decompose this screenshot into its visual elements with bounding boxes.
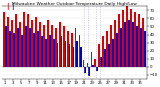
Bar [41, 36, 43, 67]
Bar [33, 33, 35, 67]
Bar [43, 25, 45, 67]
Bar [17, 28, 19, 67]
Bar [108, 44, 110, 67]
Bar [96, 67, 98, 71]
Bar [49, 35, 51, 67]
Bar [134, 12, 136, 67]
Bar [13, 33, 15, 67]
Bar [51, 25, 53, 67]
Bar [53, 39, 55, 67]
Bar [110, 25, 112, 67]
Bar [57, 43, 58, 67]
Bar [7, 17, 9, 67]
Bar [71, 33, 72, 67]
Bar [83, 60, 84, 67]
Bar [68, 44, 70, 67]
Bar [124, 23, 126, 67]
Bar [112, 39, 114, 67]
Bar [39, 23, 41, 67]
Bar [80, 47, 82, 67]
Title: Milwaukee Weather Outdoor Temperature Daily High/Low: Milwaukee Weather Outdoor Temperature Da… [12, 2, 137, 6]
Bar [5, 27, 7, 67]
Bar [21, 35, 23, 67]
Bar [65, 41, 66, 67]
Bar [35, 17, 37, 67]
Bar [15, 14, 17, 67]
Bar [98, 44, 100, 67]
Bar [27, 14, 29, 67]
Bar [9, 31, 11, 67]
Bar [55, 28, 57, 67]
Bar [25, 27, 27, 67]
Bar [19, 23, 21, 67]
Bar [106, 31, 108, 67]
Bar [87, 63, 88, 67]
Bar [37, 31, 39, 67]
Bar [122, 10, 124, 67]
Bar [67, 31, 68, 67]
Bar [142, 18, 144, 67]
Bar [47, 20, 49, 67]
Bar [84, 67, 86, 73]
Bar [144, 31, 145, 67]
Bar [104, 49, 106, 67]
Bar [128, 20, 130, 67]
Bar [23, 12, 25, 67]
Bar [120, 28, 122, 67]
Text: |: | [6, 3, 9, 10]
Bar [100, 57, 102, 67]
Bar [72, 47, 74, 67]
Bar [61, 36, 62, 67]
Bar [92, 65, 94, 67]
Bar [4, 12, 5, 67]
Bar [94, 59, 96, 67]
Bar [91, 52, 92, 67]
Text: |: | [11, 3, 14, 10]
Bar [59, 23, 61, 67]
Bar [29, 28, 31, 67]
Bar [11, 20, 13, 67]
Bar [75, 28, 76, 67]
Bar [116, 33, 118, 67]
Bar [31, 20, 33, 67]
Bar [76, 41, 78, 67]
Bar [126, 6, 128, 67]
Bar [140, 28, 142, 67]
Bar [138, 14, 140, 67]
Bar [63, 27, 65, 67]
Bar [114, 20, 116, 67]
Bar [130, 9, 132, 67]
Bar [102, 36, 104, 67]
Bar [118, 14, 120, 67]
Bar [79, 35, 80, 67]
Bar [88, 67, 90, 76]
Bar [45, 39, 47, 67]
Bar [132, 23, 134, 67]
Bar [136, 27, 138, 67]
